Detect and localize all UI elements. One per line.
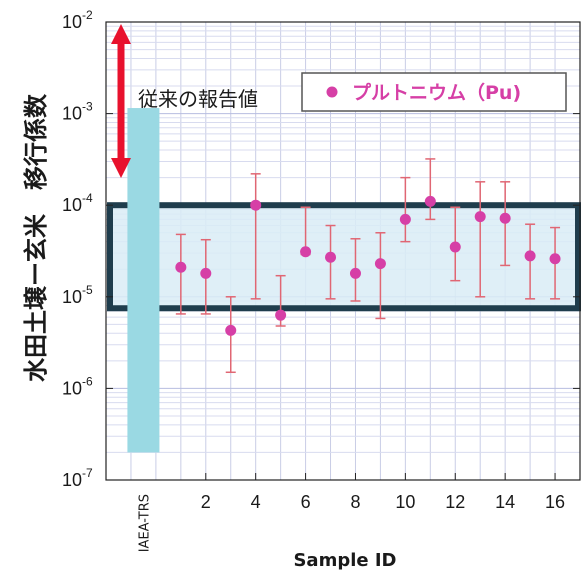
y-axis-label: 水田土壌ー玄米 移行係数 [22,93,50,382]
y-tick-label: 10-4 [62,191,93,215]
x-tick-label: 2 [201,492,211,512]
y-tick-exponent: -3 [82,100,93,114]
data-point [349,267,361,279]
legend-marker [326,86,338,98]
y-tick-exponent: -4 [82,191,93,205]
data-point [175,261,187,273]
data-point [300,246,312,258]
range-band [107,202,581,312]
data-point [499,212,511,224]
plot-frame [105,21,581,481]
data-points [175,195,561,336]
y-tick-label: 10-6 [62,374,93,398]
y-tick-label: 10-5 [62,283,93,307]
data-point [524,250,536,262]
y-tick-label: 10-2 [62,8,93,32]
annotation-text: 従来の報告値 [138,87,258,111]
y-tick-exponent: -7 [82,466,93,480]
x-tick-label: 12 [445,492,465,512]
legend-label: プルトニウム（Pu) [352,81,521,104]
data-point [275,309,287,321]
data-point [374,258,386,270]
reference-range-bar [127,108,160,453]
legend: プルトニウム（Pu) [301,72,567,112]
x-tick-label: 10 [395,492,415,512]
x-tick-label: 8 [350,492,360,512]
data-point [225,324,237,336]
data-point [325,251,337,263]
data-point [399,213,411,225]
annotation-arrow-head-down [111,158,131,178]
x-tick-label: 14 [495,492,515,512]
data-point [449,241,461,253]
x-tick-label: 16 [545,492,565,512]
range-box [107,202,581,312]
y-tick-exponent: -6 [82,374,93,388]
reference-bar [127,108,160,453]
x-axis-label: Sample ID [293,550,396,571]
x-tick-label: 4 [251,492,261,512]
data-point [424,195,436,207]
axes: 10-7 10-6 10-5 10-4 10-3 10-2 2 4 6 8 10 12 14 16 IAEA… [62,8,581,552]
y-tick-exponent: -2 [82,8,93,22]
data-point [474,211,486,223]
reference-label: IAEA-TRS [137,494,152,552]
annotation: 従来の報告値 [111,24,258,178]
data-point [200,267,212,279]
annotation-arrow-head-up [111,24,131,44]
legend-box [301,72,567,112]
y-tick-label: 10-7 [62,466,93,490]
y-tick-exponent: -5 [82,283,93,297]
data-point [250,199,262,211]
data-point [549,253,561,265]
y-tick-label: 10-3 [62,100,93,124]
x-tick-label: 6 [301,492,311,512]
